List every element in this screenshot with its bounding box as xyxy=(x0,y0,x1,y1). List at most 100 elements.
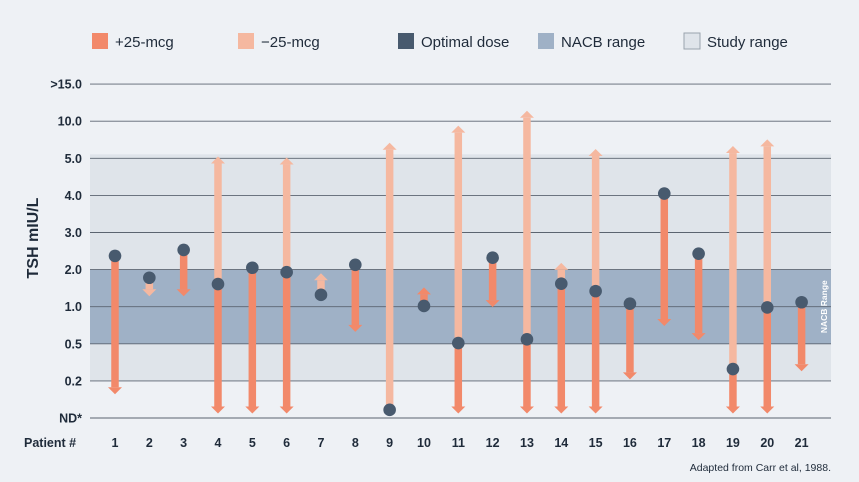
optimal-dose-point xyxy=(623,297,637,311)
legend-item-up: +25-mcg xyxy=(92,33,174,51)
minus25-arrow xyxy=(313,273,328,295)
patient-id-label: 14 xyxy=(554,436,568,450)
patient-id-label: 2 xyxy=(146,436,153,450)
optimal-dose-point xyxy=(760,301,774,314)
y-tick-label: 1.0 xyxy=(65,300,82,314)
plus25-arrow xyxy=(588,291,603,414)
plus25-arrow xyxy=(108,255,122,395)
legend-swatch xyxy=(398,33,414,49)
legend-label: −25-mcg xyxy=(261,34,320,51)
y-tick-label: >15.0 xyxy=(50,78,82,92)
plus25-arrow xyxy=(245,267,260,414)
patient-id-label: 15 xyxy=(589,436,603,450)
optimal-dose-point xyxy=(589,284,602,298)
plus25-arrow xyxy=(176,249,191,297)
optimal-dose-points xyxy=(108,187,808,417)
patient-id-label: 20 xyxy=(760,436,774,450)
plus25-arrow xyxy=(622,303,637,380)
legend-label: Optimal dose xyxy=(421,34,509,51)
patient-id-label: 19 xyxy=(726,436,740,450)
optimal-dose-point xyxy=(692,247,705,260)
optimal-dose-point xyxy=(520,333,534,346)
patient-id-label: 5 xyxy=(249,436,256,450)
patient-id-label: 18 xyxy=(692,436,706,450)
plus25-arrow xyxy=(485,257,500,308)
minus25-arrow xyxy=(382,142,397,410)
optimal-dose-point xyxy=(349,258,362,272)
optimal-dose-point xyxy=(486,251,499,265)
plus25-arrow xyxy=(657,193,672,326)
patient-id-label: 7 xyxy=(318,436,325,450)
optimal-dose-point xyxy=(726,362,740,376)
optimal-dose-point xyxy=(280,265,293,279)
plus25-arrow xyxy=(519,339,534,414)
minus25-arrow xyxy=(519,110,534,340)
y-tick-label: 5.0 xyxy=(65,152,82,166)
y-axis-label: TSH mIU/L xyxy=(25,197,42,278)
patient-id-label: 10 xyxy=(417,436,431,450)
plus25-arrow xyxy=(348,264,363,332)
patient-id-label: 9 xyxy=(386,436,393,450)
patient-id-label: 16 xyxy=(623,436,637,450)
footnote: Adapted from Carr et al, 1988. xyxy=(690,462,831,474)
legend-label: Study range xyxy=(707,34,788,51)
legend-label: NACB range xyxy=(561,34,645,51)
optimal-dose-point xyxy=(383,403,396,417)
legend-item-optimal: Optimal dose xyxy=(398,33,509,51)
minus25-arrow xyxy=(725,146,740,370)
patient-id-label: 13 xyxy=(520,436,534,450)
minus25-arrow xyxy=(588,149,603,292)
patient-labels: 1 2 3 4 5 6 7 8 9 10 11 12 13 14 15 16 17 18 19 20 21 xyxy=(112,436,809,450)
optimal-dose-point xyxy=(417,299,431,313)
legend-item-study: Study range xyxy=(683,32,788,51)
x-axis-label: Patient # xyxy=(24,436,76,450)
plus25-arrow xyxy=(554,283,569,414)
plus25-arrow xyxy=(210,284,225,414)
patient-id-label: 12 xyxy=(486,436,500,450)
patient-id-label: 11 xyxy=(452,436,465,450)
legend-label: +25-mcg xyxy=(115,34,174,51)
patient-id-label: 21 xyxy=(795,436,809,450)
optimal-dose-point xyxy=(246,261,259,275)
patient-id-label: 3 xyxy=(180,436,187,450)
plus25-arrow xyxy=(725,369,740,414)
patient-id-label: 1 xyxy=(112,436,119,450)
optimal-dose-point xyxy=(314,288,328,302)
legend-item-nacb: NACB range xyxy=(538,33,645,51)
optimal-dose-point xyxy=(554,277,568,290)
optimal-dose-point xyxy=(177,243,190,257)
patient-id-label: 4 xyxy=(215,436,222,450)
plus25-arrow xyxy=(691,253,706,341)
minus25-arrow xyxy=(554,262,569,284)
optimal-dose-point xyxy=(211,277,225,291)
patient-id-label: 6 xyxy=(283,436,290,450)
y-tick-label: 10.0 xyxy=(58,115,82,129)
legend: +25-mcg −25-mcg Optimal dose NACB range Stud… xyxy=(92,32,788,51)
optimal-dose-point xyxy=(108,249,122,263)
legend-swatch xyxy=(683,32,701,50)
minus25-arrow xyxy=(760,139,775,308)
legend-swatch xyxy=(538,33,554,49)
y-tick-label: ND* xyxy=(59,412,82,426)
dose-arrows xyxy=(108,110,809,414)
y-tick-label: 4.0 xyxy=(65,189,82,203)
y-tick-label: 2.0 xyxy=(65,263,82,277)
optimal-dose-point xyxy=(657,187,671,200)
legend-item-down: −25-mcg xyxy=(238,33,320,51)
y-axis-ticks: ND* 0.2 0.5 1.0 2.0 3.0 4.0 5.0 10.0 >15.0 xyxy=(50,78,82,426)
legend-swatch xyxy=(92,33,108,49)
plus25-arrow xyxy=(760,307,775,414)
patient-id-label: 17 xyxy=(657,436,671,450)
plus25-arrow xyxy=(794,302,809,372)
optimal-dose-point xyxy=(143,271,156,285)
y-tick-label: 0.2 xyxy=(65,374,82,388)
minus25-arrow xyxy=(210,156,225,285)
y-tick-label: 3.0 xyxy=(65,226,82,240)
patient-id-label: 8 xyxy=(352,436,359,450)
optimal-dose-point xyxy=(452,336,465,350)
y-tick-label: 0.5 xyxy=(65,337,82,351)
minus25-arrow xyxy=(451,125,466,344)
minus25-arrow xyxy=(279,157,294,273)
optimal-dose-point xyxy=(795,295,808,309)
